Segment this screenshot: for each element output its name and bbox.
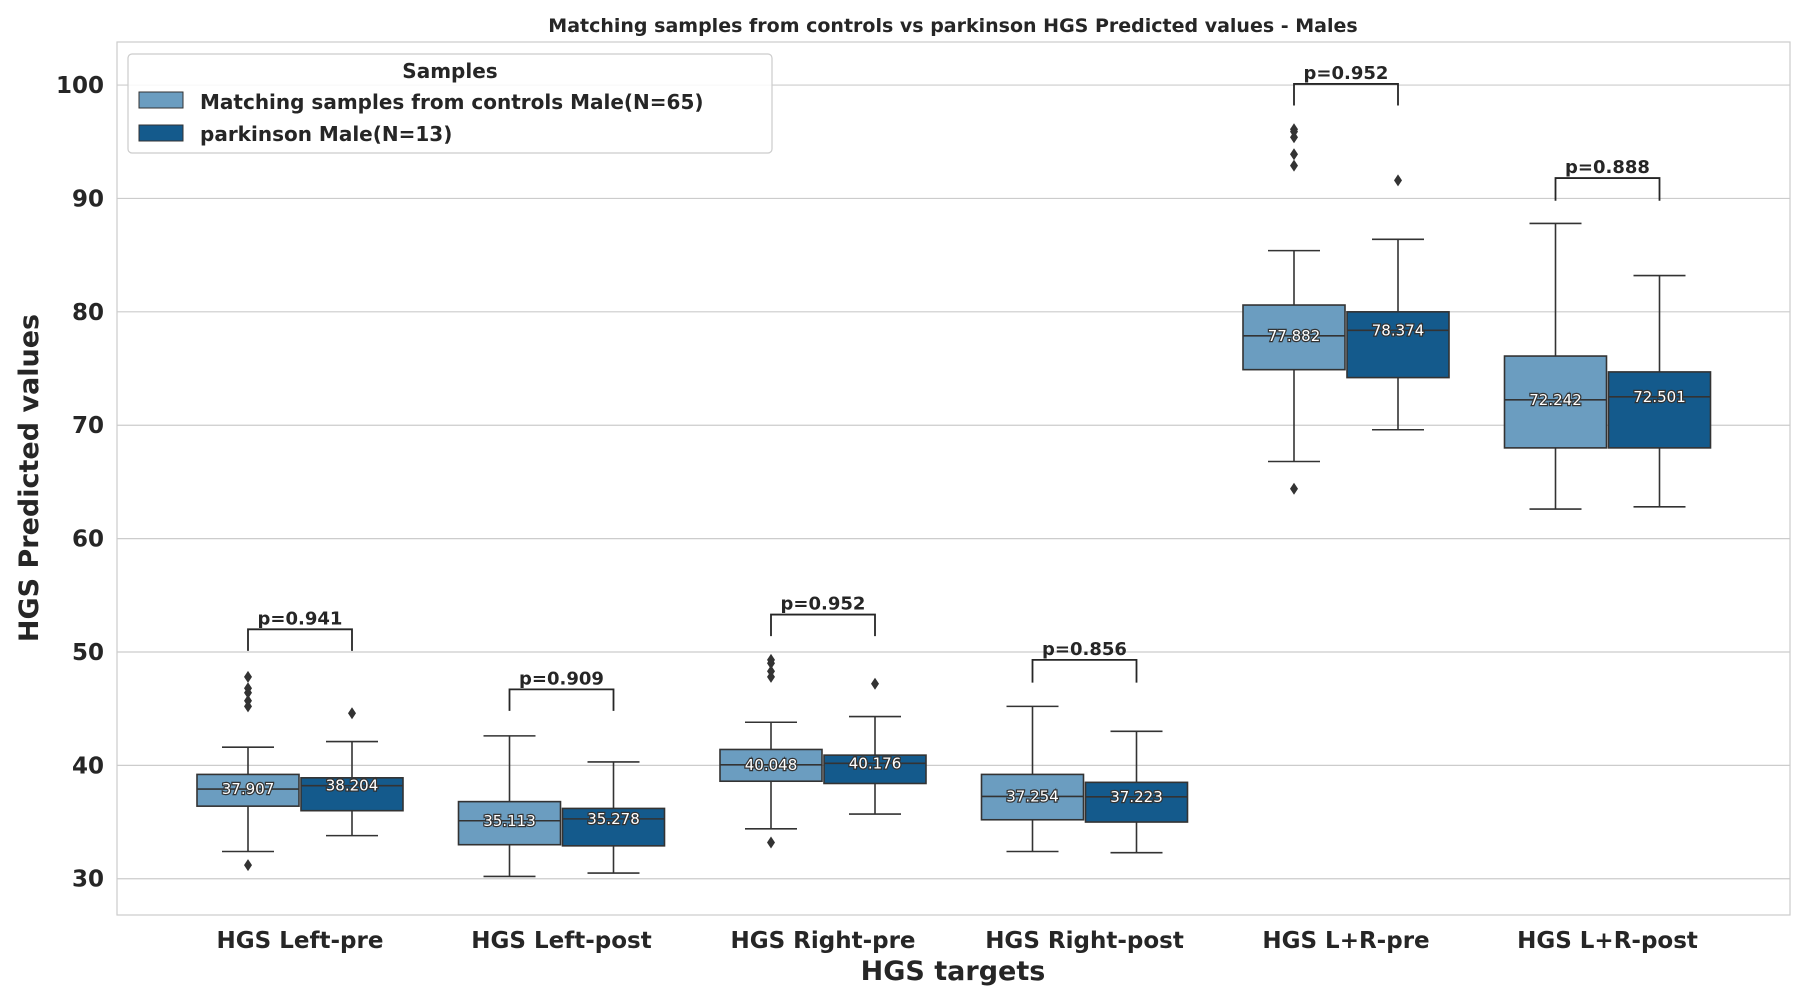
legend-swatch-controls bbox=[138, 91, 184, 109]
x-tick-label: HGS L+R-pre bbox=[1262, 928, 1429, 954]
median-value-label: 40.176 bbox=[849, 754, 902, 772]
outlier-point bbox=[348, 707, 356, 720]
median-value-label: 37.254 bbox=[1006, 787, 1059, 805]
box bbox=[823, 754, 927, 785]
significance-annotations: p=0.941 p=0.909 p=0.952 p=0.856 p=0.952 p=0.8… bbox=[247, 63, 1661, 711]
box bbox=[1503, 355, 1608, 449]
legend-title: Samples bbox=[402, 59, 497, 83]
box bbox=[1607, 371, 1712, 449]
box bbox=[1084, 781, 1189, 823]
outlier-point bbox=[871, 677, 879, 690]
outlier-point bbox=[1290, 482, 1298, 495]
box-group: 35.113 bbox=[457, 735, 562, 878]
y-tick-label: 60 bbox=[72, 527, 104, 553]
outlier-point bbox=[244, 859, 252, 872]
outlier-point bbox=[244, 682, 252, 695]
p-value-label: p=0.952 bbox=[1304, 63, 1389, 84]
x-tick-label: HGS L+R-post bbox=[1517, 928, 1698, 954]
y-tick-label: 70 bbox=[72, 413, 104, 439]
p-value-bracket: p=0.952 bbox=[1293, 63, 1399, 106]
y-tick-label: 50 bbox=[72, 640, 104, 666]
box bbox=[300, 777, 404, 812]
y-axis-label: HGS Predicted values bbox=[14, 314, 45, 642]
median-value-label: 38.204 bbox=[326, 777, 379, 795]
median-value-label: 78.374 bbox=[1372, 321, 1425, 339]
x-tick-label: HGS Right-post bbox=[985, 928, 1184, 954]
p-value-label: p=0.952 bbox=[781, 594, 866, 615]
p-value-label: p=0.888 bbox=[1565, 157, 1650, 178]
box bbox=[1242, 304, 1346, 371]
median-value-label: 77.882 bbox=[1268, 327, 1321, 345]
x-tick-label: HGS Left-pre bbox=[217, 928, 384, 954]
box-group: 35.278 bbox=[561, 761, 666, 874]
bracket-line bbox=[1031, 659, 1138, 683]
p-value-bracket: p=0.856 bbox=[1031, 639, 1138, 683]
outlier-point bbox=[1290, 123, 1298, 136]
box-group: 38.204 bbox=[300, 707, 404, 837]
y-tick-label: 30 bbox=[72, 867, 104, 893]
plot-area-frame bbox=[116, 41, 1791, 916]
legend-frame bbox=[127, 53, 773, 154]
median-value-label: 72.501 bbox=[1633, 388, 1686, 406]
outlier-point bbox=[767, 836, 775, 849]
box bbox=[1346, 311, 1450, 379]
outlier-point bbox=[767, 653, 775, 666]
p-value-label: p=0.941 bbox=[258, 608, 343, 629]
x-axis-ticks: HGS Left-pre HGS Left-post HGS Right-pre HG… bbox=[217, 928, 1698, 954]
grid bbox=[117, 84, 1790, 880]
bracket-line bbox=[770, 613, 876, 637]
median-value-label: 37.907 bbox=[222, 780, 275, 798]
y-tick-label: 100 bbox=[56, 73, 104, 99]
box-group: 72.501 bbox=[1607, 274, 1712, 508]
y-tick-label: 80 bbox=[72, 300, 104, 326]
bracket-line bbox=[247, 628, 353, 651]
box-group: 37.254 bbox=[980, 705, 1085, 853]
p-value-label: p=0.909 bbox=[519, 668, 604, 689]
box bbox=[196, 773, 300, 807]
box-group: 78.374 bbox=[1346, 174, 1450, 431]
outlier-point bbox=[244, 694, 252, 707]
median-value-label: 35.278 bbox=[587, 810, 640, 828]
chart-title: Matching samples from controls vs parkin… bbox=[548, 15, 1357, 37]
median-value-label: 72.242 bbox=[1529, 391, 1582, 409]
median-value-label: 40.048 bbox=[745, 756, 798, 774]
x-tick-label: HGS Left-post bbox=[471, 928, 651, 954]
bracket-line bbox=[508, 688, 615, 711]
boxes: 37.907 35.113 40.048 37.254 77.882 72.242 38.2… bbox=[196, 123, 1712, 878]
bracket-line bbox=[1293, 83, 1399, 106]
p-value-bracket: p=0.909 bbox=[508, 668, 615, 711]
x-axis-label: HGS targets bbox=[861, 956, 1046, 987]
box-group: 37.223 bbox=[1084, 730, 1189, 854]
legend: Samples Matching samples from controls M… bbox=[127, 53, 773, 154]
box-group: 37.907 bbox=[196, 670, 300, 872]
box-group: 77.882 bbox=[1242, 123, 1346, 495]
median-value-label: 37.223 bbox=[1110, 788, 1163, 806]
outlier-point bbox=[1394, 174, 1402, 187]
outlier-point bbox=[244, 670, 252, 683]
p-value-bracket: p=0.952 bbox=[770, 594, 876, 637]
bracket-line bbox=[1554, 177, 1661, 201]
median-value-label: 35.113 bbox=[483, 812, 536, 830]
box bbox=[561, 807, 666, 847]
box bbox=[457, 800, 562, 846]
legend-label-controls: Matching samples from controls Male(N=65… bbox=[200, 90, 704, 114]
y-tick-label: 40 bbox=[72, 753, 104, 779]
outlier-point bbox=[1290, 159, 1298, 172]
legend-swatch-parkinson bbox=[138, 124, 184, 142]
y-tick-label: 90 bbox=[72, 186, 104, 212]
legend-label-parkinson: parkinson Male(N=13) bbox=[200, 122, 452, 146]
p-value-bracket: p=0.888 bbox=[1554, 157, 1661, 201]
box-group: 72.242 bbox=[1503, 222, 1608, 510]
outlier-point bbox=[1290, 148, 1298, 161]
box-group: 40.176 bbox=[823, 677, 927, 815]
box-group: 40.048 bbox=[719, 653, 823, 849]
p-value-label: p=0.856 bbox=[1042, 639, 1127, 660]
x-tick-label: HGS Right-pre bbox=[730, 928, 915, 954]
p-value-bracket: p=0.941 bbox=[247, 608, 353, 651]
outlier-point bbox=[767, 665, 775, 678]
y-axis-ticks: 30 40 50 60 70 80 90 100 bbox=[56, 73, 104, 893]
